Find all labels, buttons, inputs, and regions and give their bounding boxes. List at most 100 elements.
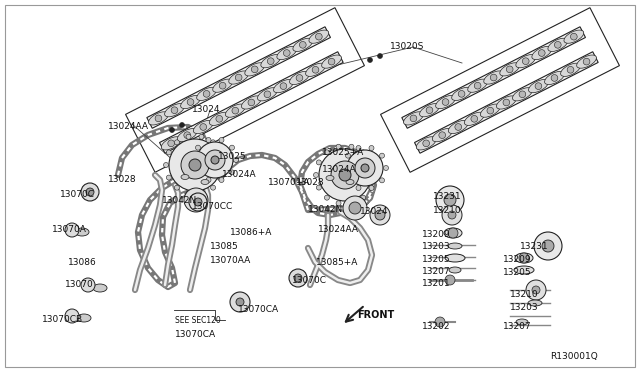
Circle shape [378,54,383,58]
Text: 13085: 13085 [210,242,239,251]
Circle shape [490,74,497,81]
Text: 13086+A: 13086+A [230,228,273,237]
Text: R130001Q: R130001Q [550,352,598,361]
Circle shape [316,160,321,165]
Ellipse shape [497,96,516,109]
Circle shape [190,194,202,206]
Circle shape [219,150,223,155]
Circle shape [336,201,341,206]
Circle shape [86,188,94,196]
Ellipse shape [273,80,293,93]
Circle shape [380,153,385,158]
Circle shape [236,74,242,81]
Text: 13070AA: 13070AA [210,256,252,265]
Text: 13024: 13024 [192,105,221,114]
Circle shape [219,175,223,180]
Circle shape [280,83,287,90]
Circle shape [526,280,546,300]
Ellipse shape [164,104,184,117]
Ellipse shape [75,228,89,236]
Circle shape [219,138,224,142]
Ellipse shape [181,174,189,180]
Circle shape [170,128,175,132]
Ellipse shape [201,180,209,185]
Circle shape [300,42,306,48]
Ellipse shape [484,71,504,84]
Text: 13024A: 13024A [322,165,356,174]
Ellipse shape [481,104,500,117]
Circle shape [436,186,464,214]
Circle shape [155,115,162,122]
Circle shape [248,99,255,106]
Circle shape [343,196,367,220]
Circle shape [65,309,79,323]
Text: FRONT: FRONT [357,310,394,320]
Ellipse shape [545,71,564,84]
Text: 13209: 13209 [422,230,451,239]
Ellipse shape [452,87,472,100]
Polygon shape [415,52,598,153]
Circle shape [356,145,361,151]
Circle shape [455,124,461,130]
Circle shape [81,278,95,292]
Text: 13070C: 13070C [60,190,95,199]
Circle shape [312,67,319,73]
Ellipse shape [241,96,261,109]
Circle shape [324,195,330,200]
Circle shape [383,166,388,170]
Circle shape [181,151,209,179]
Ellipse shape [404,112,423,125]
Circle shape [204,90,210,97]
Circle shape [410,115,417,122]
Circle shape [570,33,577,40]
Circle shape [503,99,509,106]
Circle shape [369,160,374,165]
Circle shape [211,140,216,145]
Circle shape [458,90,465,97]
Circle shape [534,232,562,260]
Text: 13024A: 13024A [222,170,257,179]
Ellipse shape [561,63,580,76]
Polygon shape [147,27,330,128]
Circle shape [168,140,175,147]
Text: 13209: 13209 [503,255,532,264]
Text: 13024AA: 13024AA [108,122,149,131]
Circle shape [206,138,211,142]
Circle shape [187,99,194,105]
Circle shape [289,269,307,287]
Ellipse shape [433,129,452,142]
Circle shape [175,140,179,145]
Circle shape [294,274,302,282]
Circle shape [328,58,335,65]
Circle shape [360,195,365,200]
Ellipse shape [449,267,461,273]
Ellipse shape [528,300,542,306]
Circle shape [199,191,204,196]
Ellipse shape [293,38,313,51]
Circle shape [316,185,321,190]
Circle shape [221,163,227,167]
Circle shape [199,134,204,139]
Ellipse shape [228,71,248,84]
Circle shape [169,139,221,191]
Ellipse shape [420,104,440,117]
Text: 13070A: 13070A [52,225,87,234]
Circle shape [189,193,207,211]
Circle shape [423,140,429,147]
Circle shape [551,75,558,81]
Circle shape [184,188,208,212]
Circle shape [448,211,456,219]
Circle shape [349,202,361,214]
Text: 13210: 13210 [510,290,539,299]
Circle shape [230,145,234,150]
Circle shape [268,58,274,65]
Text: 13070CA: 13070CA [238,305,279,314]
Ellipse shape [277,46,297,60]
Text: 13231: 13231 [433,192,461,201]
Polygon shape [402,27,586,128]
Text: 13205: 13205 [422,255,451,264]
Circle shape [324,150,330,155]
Text: 13070C: 13070C [292,276,327,285]
Text: 13025+A: 13025+A [322,148,364,157]
Circle shape [230,170,234,175]
